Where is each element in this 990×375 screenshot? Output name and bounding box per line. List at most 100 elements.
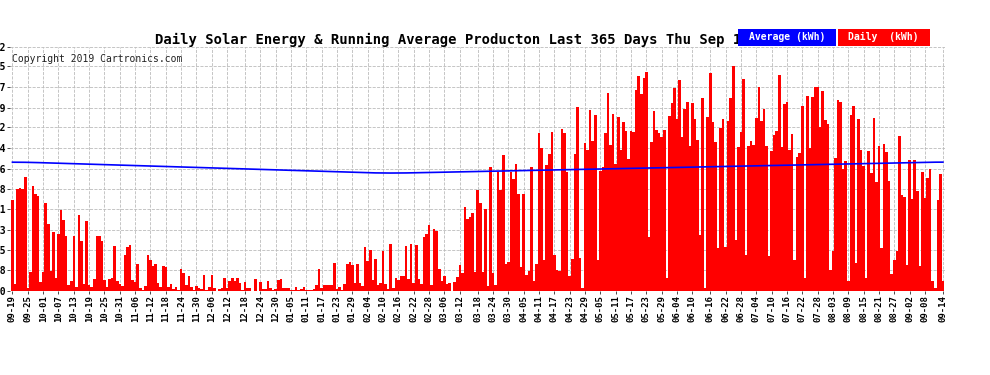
Bar xyxy=(162,266,164,291)
Bar xyxy=(878,146,880,291)
Bar xyxy=(193,290,195,291)
Bar xyxy=(169,284,172,291)
Bar xyxy=(156,283,159,291)
Bar xyxy=(151,266,154,291)
Bar xyxy=(37,196,40,291)
Bar xyxy=(389,244,392,291)
Bar xyxy=(274,289,277,291)
Bar xyxy=(139,288,142,291)
Bar xyxy=(344,284,346,291)
Bar xyxy=(515,164,518,291)
Bar xyxy=(819,128,822,291)
Bar xyxy=(550,132,553,291)
Bar xyxy=(27,288,29,291)
Bar xyxy=(701,98,704,291)
Bar xyxy=(862,166,865,291)
Bar xyxy=(88,285,90,291)
Bar xyxy=(696,140,699,291)
Bar xyxy=(919,266,921,291)
Bar xyxy=(499,190,502,291)
Bar xyxy=(45,203,47,291)
Bar xyxy=(402,276,405,291)
Bar xyxy=(395,278,397,291)
Bar xyxy=(660,137,663,291)
Bar xyxy=(541,148,543,291)
Bar xyxy=(224,278,226,291)
Bar xyxy=(428,225,431,291)
Bar xyxy=(615,164,617,291)
Bar xyxy=(676,118,678,291)
Bar xyxy=(98,236,101,291)
Bar xyxy=(54,278,57,291)
Bar xyxy=(479,203,481,291)
Bar xyxy=(339,287,341,291)
Bar xyxy=(835,158,837,291)
Bar xyxy=(448,282,450,291)
Bar xyxy=(896,251,898,291)
Bar xyxy=(927,177,929,291)
Bar xyxy=(379,283,382,291)
Bar xyxy=(308,290,310,291)
Bar xyxy=(264,289,266,291)
Bar xyxy=(234,281,237,291)
Bar xyxy=(463,207,466,291)
Bar xyxy=(801,106,804,291)
Bar xyxy=(287,288,290,291)
Bar xyxy=(860,150,862,291)
Bar xyxy=(599,171,602,291)
Bar xyxy=(62,220,65,291)
Bar xyxy=(854,262,857,291)
Bar xyxy=(837,100,840,291)
Bar xyxy=(647,237,650,291)
Bar xyxy=(413,283,415,291)
Bar xyxy=(717,248,719,291)
Bar xyxy=(622,122,625,291)
Bar xyxy=(261,289,264,291)
Bar xyxy=(867,150,870,291)
Bar xyxy=(620,150,622,291)
Bar xyxy=(458,265,461,291)
Bar xyxy=(124,255,126,291)
Bar xyxy=(119,284,121,291)
Bar xyxy=(154,264,156,291)
Bar xyxy=(849,115,852,291)
Bar xyxy=(755,118,757,291)
Bar xyxy=(149,260,151,291)
Bar xyxy=(481,272,484,291)
Bar xyxy=(870,173,872,291)
Bar xyxy=(827,124,830,291)
Bar xyxy=(328,285,331,291)
Bar xyxy=(248,288,251,291)
Bar xyxy=(295,287,297,291)
Bar xyxy=(673,88,676,291)
Bar xyxy=(453,282,456,291)
Bar xyxy=(397,280,400,291)
Bar xyxy=(218,289,221,291)
Bar xyxy=(602,167,604,291)
Bar xyxy=(57,234,59,291)
Bar xyxy=(652,111,655,291)
Bar xyxy=(640,94,643,291)
Bar xyxy=(744,255,747,291)
Bar xyxy=(494,285,497,291)
Bar xyxy=(279,279,282,291)
Bar xyxy=(106,287,108,291)
Bar xyxy=(727,122,730,291)
Bar xyxy=(783,104,786,291)
Bar xyxy=(348,262,351,291)
Bar xyxy=(19,188,22,291)
Bar xyxy=(351,265,353,291)
Bar xyxy=(65,236,67,291)
Bar xyxy=(247,288,248,291)
Bar xyxy=(806,96,809,291)
Bar xyxy=(244,282,247,291)
Bar xyxy=(804,278,806,291)
Bar xyxy=(121,286,124,291)
Bar xyxy=(730,98,732,291)
Bar xyxy=(292,290,295,291)
Bar xyxy=(507,262,510,291)
Bar xyxy=(760,121,762,291)
Bar xyxy=(187,276,190,291)
Bar xyxy=(172,289,175,291)
Bar xyxy=(607,93,609,291)
